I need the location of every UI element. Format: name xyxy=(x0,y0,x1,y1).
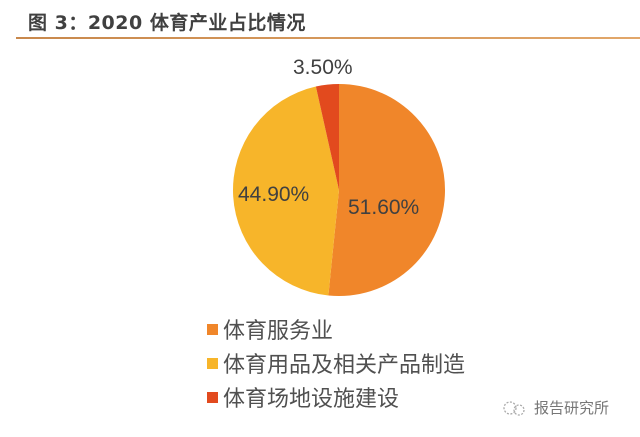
legend-item-services: 体育服务业 xyxy=(207,312,465,346)
legend-swatch xyxy=(207,357,218,369)
title-divider xyxy=(16,37,640,39)
slice-services xyxy=(328,84,446,296)
legend-swatch xyxy=(207,391,218,403)
legend-item-manufacturing: 体育用品及相关产品制造 xyxy=(207,346,465,380)
legend-item-facilities: 体育场地设施建设 xyxy=(207,380,465,414)
watermark: 报告研究所 xyxy=(500,397,609,418)
legend-swatch xyxy=(207,323,218,335)
slice-manufacturing xyxy=(233,86,339,296)
slice-label-manufacturing: 44.90% xyxy=(238,183,310,206)
chart-title: 图 3：2020 体育产业占比情况 xyxy=(28,12,306,34)
wechat-icon xyxy=(503,400,525,416)
slice-label-facilities: 3.50% xyxy=(293,56,353,79)
slice-label-services: 51.60% xyxy=(348,196,420,219)
slice-facilities xyxy=(315,84,339,190)
chart-legend: 体育服务业 体育用品及相关产品制造 体育场地设施建设 xyxy=(207,312,465,414)
